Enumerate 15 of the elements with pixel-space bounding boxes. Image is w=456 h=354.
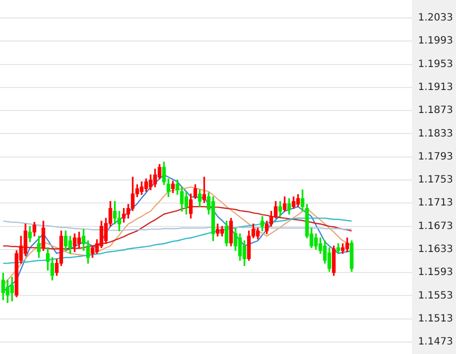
y-tick-label: 1.1513 [418,313,453,324]
y-tick-label: 1.1873 [418,105,453,116]
y-tick-label: 1.1633 [418,244,453,256]
y-tick-label: 1.1473 [418,336,453,348]
y-tick-label: 1.1913 [418,82,453,94]
y-tick-label: 1.1753 [418,174,453,186]
y-tick-label: 1.1713 [418,198,453,209]
y-tick-label: 1.1673 [418,220,453,232]
y-tick-label: 1.1593 [418,267,453,278]
y-tick-label: 1.1793 [418,151,453,162]
y-tick-label: 1.1553 [418,290,453,302]
y-tick-label: 1.2033 [418,12,453,24]
y-tick-label: 1.1833 [418,128,453,140]
y-tick-label: 1.1993 [418,36,453,47]
y-tick-label: 1.1953 [418,58,453,70]
